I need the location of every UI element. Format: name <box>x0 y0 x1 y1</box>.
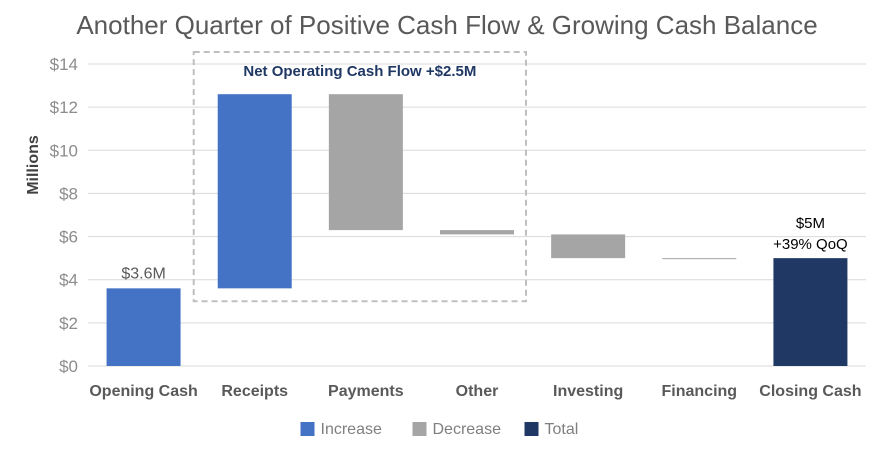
x-category-label: Other <box>456 383 499 400</box>
legend-swatch <box>524 422 539 436</box>
y-tick-label: $2 <box>59 314 78 333</box>
bar-other <box>440 230 514 235</box>
legend: Increase Decrease Total <box>300 421 579 438</box>
bar-financing <box>662 258 737 260</box>
bar-payments <box>328 94 403 231</box>
y-tick-label: $10 <box>50 141 78 160</box>
legend-label: Increase <box>321 421 382 438</box>
y-axis-ticks: $0 $2 $4 $6 $8 $10 $12 $14 <box>50 55 78 376</box>
annotation-layer: Net Operating Cash Flow +$2.5M <box>192 51 527 303</box>
x-category-label: Financing <box>662 383 738 400</box>
data-label-secondary: +39% QoQ <box>773 236 848 253</box>
chart-title: Another Quarter of Positive Cash Flow & … <box>76 10 818 40</box>
bars-layer: $3.6M $5M +39% QoQ <box>106 94 848 366</box>
grid-layer <box>88 63 866 367</box>
y-tick-label: $14 <box>50 55 78 74</box>
y-tick-label: $12 <box>50 98 78 117</box>
legend-swatch <box>300 422 315 436</box>
bar-opening-cash <box>106 288 181 366</box>
x-axis-categories: Opening Cash Receipts Payments Other Investi… <box>89 383 861 400</box>
x-category-label: Payments <box>328 383 404 400</box>
legend-swatch <box>412 422 427 436</box>
y-tick-label: $4 <box>59 271 78 290</box>
bar-closing-cash <box>773 258 848 366</box>
x-category-label: Opening Cash <box>89 383 197 400</box>
x-category-label: Closing Cash <box>759 383 861 400</box>
x-category-label: Investing <box>553 383 623 400</box>
y-axis-label: Millions <box>25 135 42 195</box>
annotation-text: Net Operating Cash Flow +$2.5M <box>243 63 476 80</box>
y-tick-label: $8 <box>59 184 78 203</box>
y-tick-label: $0 <box>59 357 78 376</box>
x-category-label: Receipts <box>221 383 288 400</box>
legend-label: Decrease <box>433 421 502 438</box>
legend-label: Total <box>545 421 579 438</box>
bar-receipts <box>217 94 292 289</box>
bar-investing <box>551 234 626 259</box>
y-tick-label: $6 <box>59 228 78 247</box>
data-label: $3.6M <box>121 265 165 282</box>
data-label: $5M <box>796 215 825 232</box>
